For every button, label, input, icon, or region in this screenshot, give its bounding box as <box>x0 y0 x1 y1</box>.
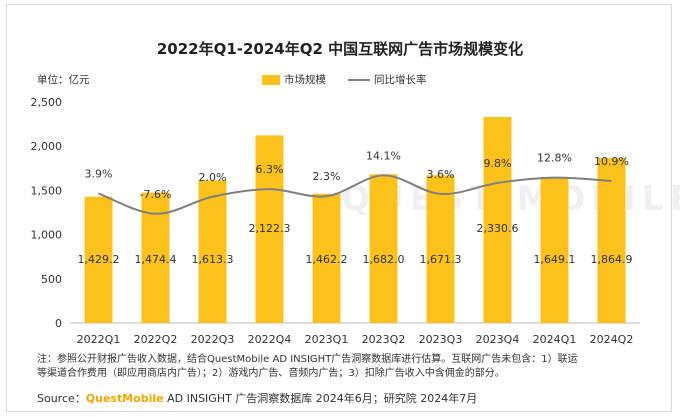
legend-line-swatch <box>348 78 370 81</box>
legend-bar-label: 市场规模 <box>284 74 326 86</box>
bar-2024Q1 <box>540 177 569 323</box>
y-tick-label: 0 <box>55 317 62 330</box>
growth-rate-label: 2.3% <box>313 170 341 183</box>
bar-2023Q1 <box>312 193 341 323</box>
bar-value-label: 1,474.4 <box>135 253 177 266</box>
bar-2023Q2 <box>369 174 398 323</box>
x-tick-label: 2023Q3 <box>419 333 463 346</box>
source-line: Source：QuestMobile AD INSIGHT 广告洞察数据库 20… <box>37 390 477 406</box>
bar-value-label: 2,330.6 <box>477 222 519 235</box>
growth-rate-label: 6.3% <box>256 163 284 176</box>
unit-label: 单位：亿元 <box>37 74 90 86</box>
source-prefix: Source： <box>37 392 86 405</box>
bar-2022Q3 <box>198 180 227 323</box>
x-tick-label: 2023Q4 <box>476 333 520 346</box>
growth-rate-label: 3.9% <box>85 167 113 180</box>
x-tick-label: 2022Q1 <box>77 333 121 346</box>
growth-rate-label: 3.6% <box>427 168 455 181</box>
legend-bar-swatch <box>262 74 280 85</box>
bar-2023Q3 <box>426 175 455 323</box>
growth-rate-label: 12.8% <box>537 152 572 165</box>
x-tick-label: 2022Q2 <box>134 333 178 346</box>
bar-value-label: 1,613.3 <box>192 253 234 266</box>
bar-2023Q4 <box>483 116 512 323</box>
bar-2022Q1 <box>84 196 113 323</box>
bar-value-label: 1,682.0 <box>363 253 405 266</box>
y-tick-label: 1,500 <box>31 184 63 197</box>
bar-2024Q2 <box>597 158 626 323</box>
growth-rate-label: 2.0% <box>199 171 227 184</box>
y-tick-label: 2,000 <box>31 140 63 153</box>
growth-rate-line <box>98 174 612 215</box>
bar-value-label: 1,864.9 <box>591 253 633 266</box>
bar-value-label: 1,671.3 <box>420 253 462 266</box>
growth-rate-label: -7.6% <box>140 188 172 201</box>
bar-value-label: 2,122.3 <box>249 222 291 235</box>
bar-value-label: 1,649.1 <box>534 253 576 266</box>
x-tick-label: 2024Q1 <box>533 333 577 346</box>
source-rest: AD INSIGHT 广告洞察数据库 2024年6月；研究院 2024年7月 <box>163 392 478 405</box>
y-tick-label: 500 <box>41 273 62 286</box>
x-tick-label: 2024Q2 <box>590 333 634 346</box>
growth-rate-label: 10.9% <box>594 155 629 168</box>
source-brand: QuestMobile <box>85 392 164 405</box>
x-tick-label: 2023Q1 <box>305 333 349 346</box>
footnote: 注：参照公开财报广告收入数据，结合QuestMobile AD INSIGHT广… <box>37 353 657 381</box>
bar-value-label: 1,462.2 <box>306 253 348 266</box>
y-tick-label: 2,500 <box>31 96 63 109</box>
legend-line-label: 同比增长率 <box>374 74 427 86</box>
growth-rate-label: 9.8% <box>484 157 512 170</box>
footnote-line-1: 注：参照公开财报广告收入数据，结合QuestMobile AD INSIGHT广… <box>37 354 578 365</box>
legend: 市场规模 同比增长率 <box>262 72 427 87</box>
chart-title: 2022年Q1-2024年Q2 中国互联网广告市场规模变化 <box>156 40 524 58</box>
x-tick-label: 2022Q3 <box>191 333 235 346</box>
y-tick-label: 1,000 <box>31 229 63 242</box>
x-tick-label: 2023Q2 <box>362 333 406 346</box>
bar-2022Q4 <box>255 135 284 323</box>
bar-value-label: 1,429.2 <box>78 253 120 266</box>
footnote-line-2: 等渠道合作费用（即应用商店内广告）；2）游戏内广告、音频内广告；3）扣除广告收入… <box>37 368 505 379</box>
growth-rate-label: 14.1% <box>366 149 401 162</box>
x-tick-label: 2022Q4 <box>248 333 292 346</box>
